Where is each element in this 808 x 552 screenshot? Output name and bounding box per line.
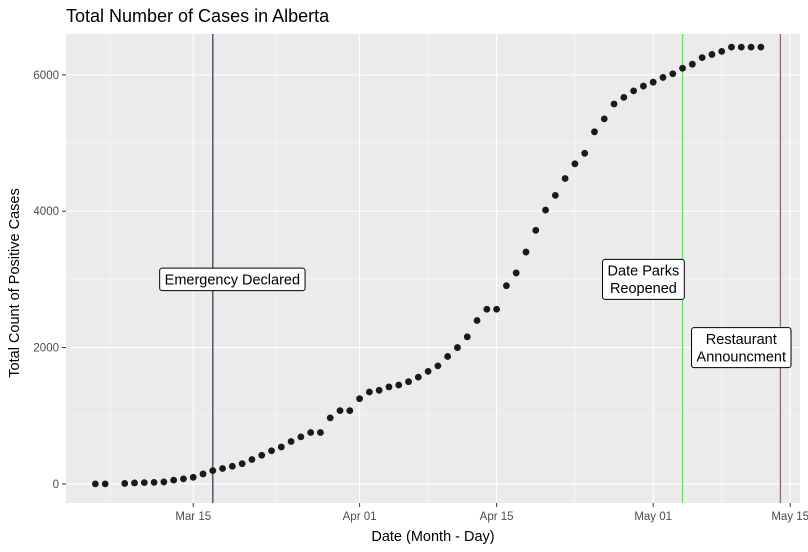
data-point	[600, 115, 608, 123]
x-tick-label: May 01	[634, 511, 672, 523]
data-point	[91, 480, 99, 488]
data-point	[287, 438, 295, 445]
data-point	[258, 451, 266, 459]
data-point	[170, 476, 178, 484]
data-point	[228, 462, 236, 470]
data-point	[532, 226, 540, 234]
annotation-box	[602, 258, 685, 300]
data-point	[698, 54, 706, 62]
data-points	[91, 43, 765, 488]
x-tick-label: Apr 01	[343, 511, 377, 523]
data-point	[679, 64, 686, 72]
data-point	[620, 93, 628, 101]
annotation-text: Restaurant	[706, 332, 777, 348]
data-point	[747, 43, 755, 51]
x-tick-label: May 15	[771, 511, 808, 523]
data-point	[581, 149, 589, 157]
annotation-text: Emergency Declared	[165, 272, 300, 288]
data-point	[248, 456, 256, 463]
data-point	[209, 467, 217, 475]
data-point	[356, 395, 363, 403]
x-tick-label: Apr 15	[480, 511, 514, 523]
annotation-label: Emergency Declared	[159, 267, 306, 292]
data-point	[630, 87, 638, 95]
data-point	[238, 460, 246, 468]
data-point	[503, 282, 510, 290]
data-point	[463, 333, 471, 341]
data-point	[718, 47, 726, 55]
data-point	[101, 480, 109, 488]
data-point	[219, 465, 226, 472]
y-tick-label: 0	[53, 479, 59, 491]
annotation-text: Date Parks	[608, 264, 680, 280]
y-tick-label: 2000	[33, 343, 59, 355]
data-point	[454, 344, 461, 351]
data-point	[493, 305, 501, 313]
data-point	[336, 407, 344, 415]
data-point	[522, 248, 530, 256]
data-point	[277, 443, 285, 451]
data-point	[160, 478, 168, 486]
data-point	[375, 386, 383, 394]
data-point	[180, 475, 187, 483]
data-point	[561, 175, 569, 182]
data-point	[542, 206, 549, 214]
data-point	[150, 478, 158, 486]
data-point	[307, 429, 315, 436]
data-point	[728, 43, 735, 51]
annotation-text: Reopened	[610, 281, 677, 297]
data-point	[424, 367, 432, 375]
data-point	[131, 479, 138, 487]
data-point	[483, 305, 491, 313]
data-point	[591, 128, 598, 136]
data-point	[610, 100, 618, 108]
data-point	[199, 470, 207, 478]
x-axis: Mar 15 Apr 01 Apr 15 May 01 May 15	[175, 503, 808, 523]
data-point	[434, 362, 442, 370]
data-point	[737, 43, 745, 51]
data-point	[414, 373, 422, 381]
data-point	[395, 381, 403, 389]
y-tick-label: 6000	[33, 70, 59, 82]
data-point	[444, 353, 452, 360]
data-point	[121, 480, 129, 487]
annotation-box	[691, 327, 792, 369]
data-point	[708, 51, 716, 58]
data-point	[640, 82, 647, 90]
data-point	[297, 433, 305, 441]
data-point	[346, 407, 354, 415]
grid-major	[66, 34, 800, 503]
data-point	[405, 378, 412, 386]
annotation-box	[159, 267, 306, 292]
data-point	[268, 447, 275, 455]
data-point	[473, 317, 481, 324]
y-tick-label: 4000	[33, 206, 59, 218]
data-point	[189, 473, 197, 481]
annotation-text: Announcment	[697, 349, 786, 365]
data-point	[326, 414, 334, 422]
data-point	[365, 388, 373, 396]
x-axis-title: Date (Month - Day)	[371, 529, 494, 545]
data-point	[385, 383, 393, 391]
data-point	[551, 191, 559, 199]
data-point	[317, 429, 324, 436]
chart-title: Total Number of Cases in Alberta	[66, 6, 330, 26]
data-point	[512, 269, 520, 277]
data-point	[688, 60, 696, 68]
data-point	[757, 43, 765, 51]
y-axis-title: Total Count of Positive Cases	[7, 188, 23, 377]
data-point	[571, 160, 579, 168]
data-point	[649, 78, 657, 86]
data-point	[659, 74, 667, 81]
data-point	[669, 70, 677, 78]
y-axis: 0 2000 4000 6000	[33, 70, 66, 491]
x-tick-label: Mar 15	[175, 511, 211, 523]
data-point	[140, 479, 148, 487]
